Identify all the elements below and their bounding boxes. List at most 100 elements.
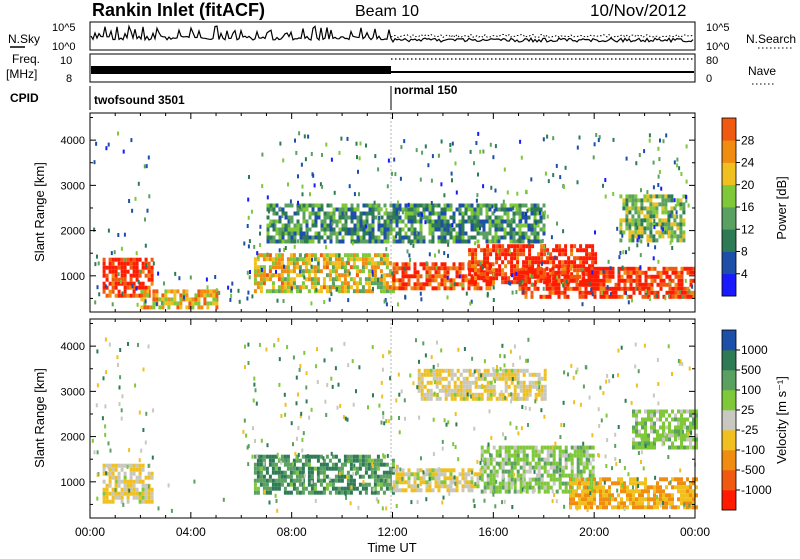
data-cell	[531, 477, 535, 482]
data-cell	[626, 274, 630, 279]
speckle-cell	[336, 405, 339, 410]
data-cell	[283, 269, 287, 274]
data-cell	[468, 248, 472, 253]
scatter-speckles	[93, 131, 694, 307]
speckle-cell	[295, 456, 298, 461]
data-cell	[425, 484, 429, 489]
speckle-cell	[410, 500, 413, 505]
data-cell	[343, 289, 347, 294]
data-cell	[519, 268, 523, 273]
data-cell	[608, 485, 611, 490]
data-cell	[132, 269, 136, 274]
data-cell	[591, 264, 595, 269]
data-cell	[440, 239, 444, 244]
data-cell	[503, 211, 507, 216]
data-cell	[588, 244, 592, 249]
data-cell	[114, 467, 118, 472]
data-cell	[605, 290, 609, 295]
data-cell	[144, 487, 148, 492]
speckle-cell	[337, 382, 340, 387]
data-cell	[528, 465, 532, 470]
speckle-cell	[336, 287, 338, 292]
speckle-cell	[135, 251, 138, 256]
data-cell	[617, 501, 620, 506]
data-cell	[437, 480, 441, 485]
data-cell	[667, 222, 671, 227]
data-cell	[587, 477, 590, 482]
data-cell	[622, 198, 626, 203]
data-cell	[272, 219, 276, 224]
data-cell	[307, 261, 311, 266]
data-cell	[141, 281, 145, 286]
data-cell	[650, 409, 653, 414]
data-cell	[593, 497, 596, 502]
speckle-cell	[640, 188, 642, 193]
data-cell	[593, 286, 597, 291]
speckle-cell	[147, 155, 150, 160]
data-cell	[364, 470, 368, 475]
data-cell	[470, 488, 474, 493]
data-cell	[501, 376, 505, 381]
data-cell	[488, 207, 492, 212]
data-cell	[674, 429, 677, 434]
data-cell	[176, 301, 180, 306]
data-cell	[295, 289, 299, 294]
speckle-cell	[104, 284, 107, 289]
data-cell	[429, 372, 433, 377]
data-cell	[307, 474, 311, 479]
data-cell	[362, 231, 366, 236]
data-cell	[274, 466, 278, 471]
data-cell	[371, 219, 375, 224]
data-cell	[522, 388, 526, 393]
data-cell	[542, 294, 546, 299]
data-cell	[599, 266, 603, 271]
data-cell	[587, 505, 590, 510]
data-cell	[135, 265, 139, 270]
data-region	[266, 203, 546, 244]
data-cell	[588, 481, 592, 486]
data-cell	[513, 248, 517, 253]
data-cell	[558, 260, 562, 265]
data-cell	[662, 441, 665, 446]
speckle-cell	[640, 450, 643, 455]
speckle-cell	[588, 395, 591, 400]
data-cell	[649, 206, 653, 211]
data-cell	[147, 285, 151, 290]
data-cell	[350, 227, 354, 232]
data-cell	[392, 278, 396, 283]
speckle-cell	[295, 436, 298, 441]
speckle-cell	[678, 166, 681, 171]
data-cell	[659, 282, 663, 287]
speckle-cell	[303, 239, 306, 244]
data-cell	[680, 270, 684, 275]
data-cell	[434, 476, 438, 481]
data-cell	[464, 239, 468, 244]
data-cell	[662, 489, 665, 494]
data-cell	[371, 235, 375, 240]
data-cell	[513, 280, 517, 285]
data-cell	[540, 457, 544, 462]
data-cell	[111, 285, 115, 290]
data-cell	[295, 265, 299, 270]
data-cell	[437, 484, 441, 489]
data-cell	[275, 211, 279, 216]
data-cell	[634, 218, 638, 223]
speckle-cell	[602, 391, 605, 396]
data-cell	[524, 286, 528, 291]
data-cell	[525, 388, 529, 393]
data-cell	[695, 417, 698, 422]
data-cell	[325, 285, 329, 290]
data-cell	[504, 445, 508, 450]
data-cell	[585, 445, 589, 450]
speckle-cell	[617, 268, 620, 273]
data-cell	[485, 219, 489, 224]
data-cell	[428, 282, 432, 287]
speckle-cell	[365, 224, 367, 229]
data-cell	[456, 384, 460, 389]
data-cell	[431, 227, 435, 232]
data-cell	[635, 270, 639, 275]
data-cell	[662, 413, 665, 418]
speckle-cell	[637, 484, 640, 488]
data-cell	[640, 222, 644, 227]
data-cell	[289, 482, 293, 487]
